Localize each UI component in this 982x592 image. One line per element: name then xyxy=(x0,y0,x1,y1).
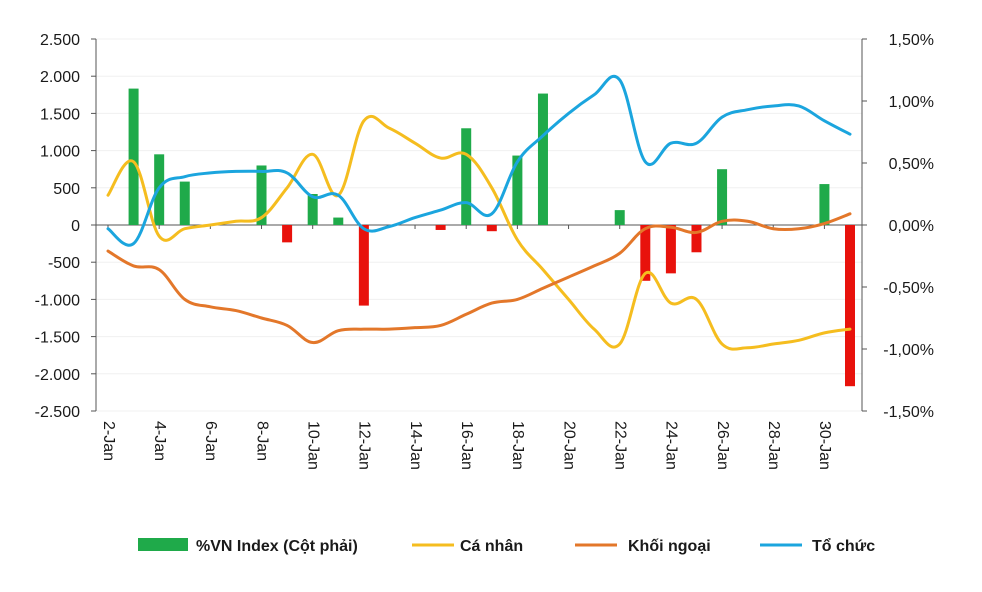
vnindex-bar xyxy=(845,225,855,387)
x-tick-label: 24-Jan xyxy=(663,421,680,470)
line-khoi-ngoai xyxy=(106,212,852,345)
line-ca-nhan xyxy=(106,114,852,351)
vnindex-bar xyxy=(256,165,267,225)
vnindex-bar xyxy=(614,210,625,225)
x-tick-label: 30-Jan xyxy=(816,421,833,470)
vnindex-bar xyxy=(691,225,702,253)
left-tick-label: -500 xyxy=(48,255,80,272)
left-tick-label: 0 xyxy=(71,218,80,235)
x-tick-label: 22-Jan xyxy=(611,421,628,470)
axes xyxy=(91,38,867,412)
vnindex-bar xyxy=(358,225,369,306)
vnindex-bar xyxy=(717,169,728,225)
x-tick-label: 28-Jan xyxy=(765,421,782,470)
x-tick-label: 4-Jan xyxy=(151,421,168,461)
left-tick-label: -1.000 xyxy=(35,292,80,309)
vnindex-bar xyxy=(537,93,548,225)
right-tick-label: 0,00% xyxy=(889,218,934,235)
line-to-chuc xyxy=(106,74,852,247)
vnindex-bar xyxy=(307,194,318,225)
left-tick-label: 500 xyxy=(53,181,80,198)
x-tick-label: 2-Jan xyxy=(100,421,117,461)
right-tick-label: 1,50% xyxy=(889,32,934,49)
x-tick-label: 10-Jan xyxy=(304,421,321,470)
left-axis-ticks: -2.500 -2.000 -1.500 -1.000 -500 0 500 1.000 1.5… xyxy=(35,32,80,421)
vnindex-bar xyxy=(486,225,497,232)
x-tick-label: 18-Jan xyxy=(509,421,526,470)
left-tick-label: 1.500 xyxy=(40,106,80,123)
right-tick-label: 0,50% xyxy=(889,156,934,173)
vnindex-bar xyxy=(435,225,446,230)
legend-label-vnindex: %VN Index (Cột phải) xyxy=(196,538,358,555)
vnindex-bar xyxy=(640,225,651,281)
left-tick-label: -2.500 xyxy=(35,404,80,421)
left-tick-label: 2.000 xyxy=(40,69,80,86)
x-tick-label: 20-Jan xyxy=(560,421,577,470)
vnindex-bar xyxy=(333,217,344,225)
right-tick-label: 1,00% xyxy=(889,94,934,111)
x-tick-label: 16-Jan xyxy=(458,421,475,470)
line-series xyxy=(106,74,852,351)
vnindex-bar xyxy=(282,225,293,243)
legend-label-khoi-ngoai: Khối ngoại xyxy=(628,538,711,555)
left-tick-label: 1.000 xyxy=(40,144,80,161)
right-tick-label: -0,50% xyxy=(883,280,934,297)
x-tick-label: 6-Jan xyxy=(202,421,219,461)
right-tick-label: -1,00% xyxy=(883,342,934,359)
x-tick-label: 26-Jan xyxy=(714,421,731,470)
vnindex-bar xyxy=(665,225,676,274)
left-tick-label: -2.000 xyxy=(35,367,80,384)
vnindex-bar xyxy=(512,155,523,225)
legend-swatch-vnindex xyxy=(138,538,188,551)
legend-label-to-chuc: Tổ chức xyxy=(812,537,875,555)
left-tick-label: 2.500 xyxy=(40,32,80,49)
left-tick-label: -1.500 xyxy=(35,330,80,347)
gridlines xyxy=(96,38,862,412)
x-tick-label: 14-Jan xyxy=(407,421,424,470)
x-tick-label: 8-Jan xyxy=(253,421,270,461)
vnindex-bar xyxy=(179,181,190,225)
legend-label-ca-nhan: Cá nhân xyxy=(460,538,523,555)
vnindex-bar xyxy=(819,184,830,225)
vnindex-bar xyxy=(461,128,472,225)
vnindex-bar xyxy=(128,88,139,225)
bar-series xyxy=(128,88,855,387)
x-axis-ticks: 2-Jan 4-Jan 6-Jan 8-Jan 10-Jan 12-Jan 14-Jan 16… xyxy=(100,421,833,470)
right-axis-ticks: -1,50% -1,00% -0,50% 0,00% 0,50% 1,00% 1,50% xyxy=(883,32,934,421)
legend: %VN Index (Cột phải) Cá nhân Khối ngoại Tổ … xyxy=(138,537,875,555)
x-tick-label: 12-Jan xyxy=(356,421,373,470)
right-tick-label: -1,50% xyxy=(883,404,934,421)
